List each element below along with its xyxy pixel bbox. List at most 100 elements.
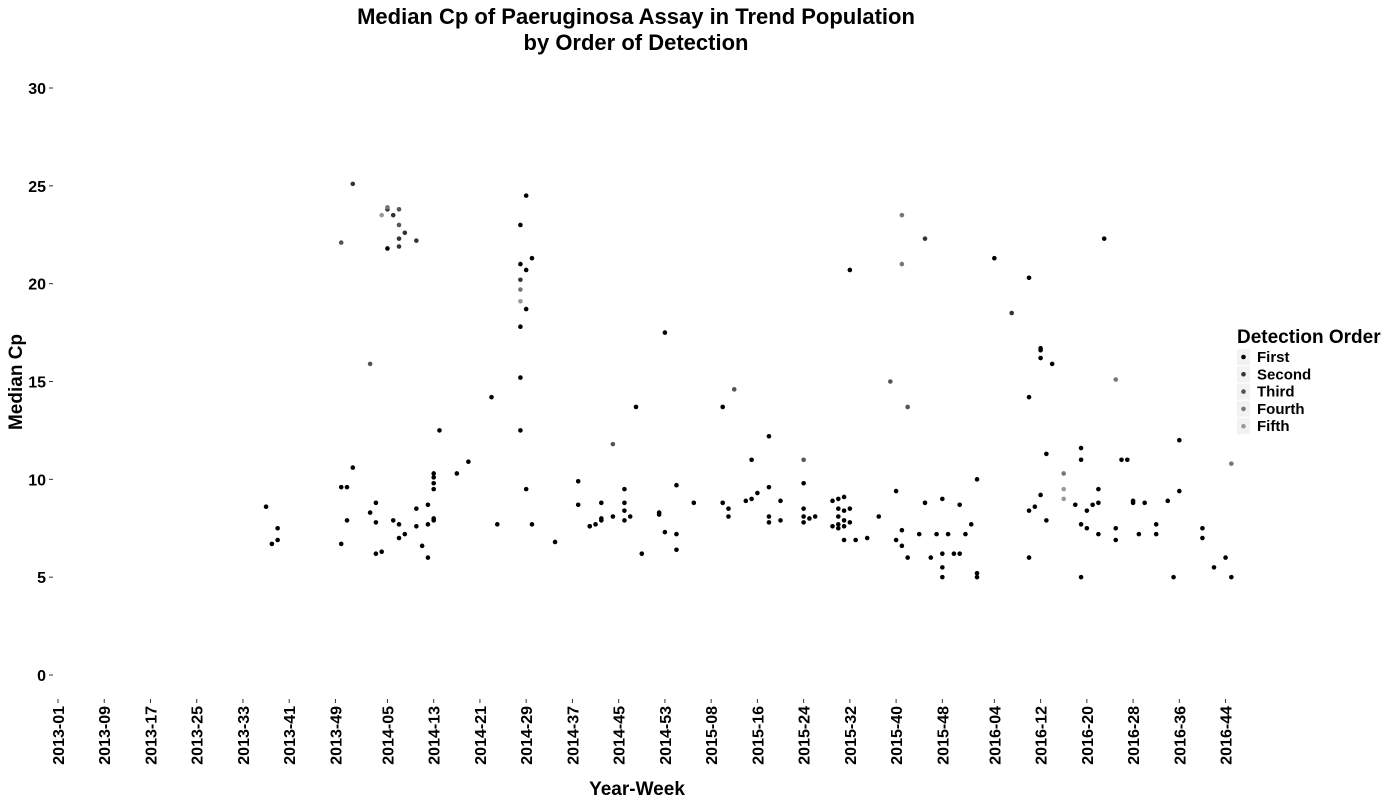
data-point (1044, 518, 1049, 523)
x-tick-label: 2013-09 (97, 706, 114, 765)
data-point (812, 514, 818, 519)
data-point (945, 531, 951, 537)
data-point (766, 520, 772, 525)
legend-key-second (1241, 372, 1246, 377)
data-point (888, 379, 893, 384)
data-point (864, 535, 870, 541)
legend-label-second: Second (1257, 366, 1311, 383)
data-point (656, 512, 662, 517)
data-point (1096, 500, 1101, 506)
data-point (390, 518, 396, 523)
data-point (778, 498, 783, 504)
data-point (425, 502, 431, 508)
series-first (263, 193, 1234, 580)
data-point (726, 506, 731, 511)
x-axis-title: Year-Week (589, 779, 685, 800)
data-point (518, 428, 523, 433)
y-tick-label: 30 (28, 81, 46, 98)
data-point (396, 222, 402, 228)
data-point (338, 240, 344, 245)
data-point (431, 480, 437, 486)
data-point (1078, 522, 1084, 527)
series-second (350, 181, 1014, 316)
data-point (1113, 537, 1119, 543)
data-point (396, 522, 402, 527)
data-point (830, 523, 835, 529)
data-point (494, 522, 500, 527)
data-point (552, 539, 558, 545)
data-point (674, 531, 679, 537)
data-point (414, 506, 419, 511)
data-point (847, 506, 853, 511)
y-tick-label: 5 (37, 570, 46, 587)
x-tick-label: 2013-01 (51, 706, 68, 765)
data-point (385, 246, 390, 251)
data-point (766, 484, 772, 490)
x-tick-label: 2015-24 (797, 706, 814, 765)
data-point (876, 514, 882, 519)
legend-key-third (1241, 389, 1246, 394)
data-point (749, 496, 754, 502)
data-point (575, 478, 581, 484)
x-axis: 2013-01 2013-09 2013-17 2013-25 2013-33 2013-… (51, 699, 1236, 765)
y-tick-label: 0 (37, 668, 46, 685)
data-point (662, 330, 668, 335)
data-point (1130, 500, 1136, 506)
data-point (338, 541, 344, 547)
x-tick-label: 2016-04 (987, 706, 1004, 765)
data-point (801, 506, 806, 511)
data-point (518, 287, 523, 292)
data-point (396, 207, 402, 212)
data-point (1078, 574, 1084, 580)
series-fourth (385, 205, 1234, 476)
data-point (1061, 486, 1067, 492)
data-point (674, 482, 679, 488)
data-point (1211, 565, 1217, 570)
data-point (778, 518, 783, 523)
data-point (425, 522, 431, 527)
data-point (801, 514, 806, 519)
data-point (1096, 486, 1101, 492)
data-point (1026, 508, 1032, 513)
data-point (275, 537, 280, 543)
data-point (836, 522, 841, 527)
data-point (726, 514, 731, 519)
data-point (1038, 355, 1043, 361)
data-point (836, 506, 841, 511)
data-point (934, 531, 939, 537)
data-point (633, 404, 639, 410)
legend-label-first: First (1257, 349, 1290, 366)
data-point (489, 394, 494, 400)
data-point (518, 375, 523, 380)
data-point (1078, 445, 1084, 451)
x-tick-label: 2014-13 (427, 706, 444, 765)
data-point (899, 261, 905, 267)
x-tick-label: 2015-48 (935, 706, 952, 765)
data-point (275, 525, 280, 531)
data-point (830, 498, 835, 504)
data-point (396, 535, 402, 541)
data-point (1113, 377, 1119, 382)
data-point (622, 518, 627, 523)
data-point (350, 181, 356, 187)
data-point (518, 261, 523, 267)
data-point (1165, 498, 1171, 504)
data-point (720, 404, 725, 410)
data-point (940, 496, 945, 502)
data-point (402, 531, 408, 537)
x-tick-label: 2013-41 (282, 706, 299, 765)
data-point (801, 457, 806, 463)
x-tick-label: 2014-29 (519, 706, 536, 765)
data-point (385, 205, 390, 210)
data-point (1078, 457, 1084, 463)
data-point (1223, 555, 1228, 560)
data-point (1200, 525, 1205, 531)
data-point (841, 518, 847, 523)
data-point (749, 457, 754, 463)
legend-key-fourth (1241, 406, 1246, 412)
data-point (379, 549, 384, 555)
data-point (599, 518, 604, 523)
data-point (1125, 457, 1130, 463)
